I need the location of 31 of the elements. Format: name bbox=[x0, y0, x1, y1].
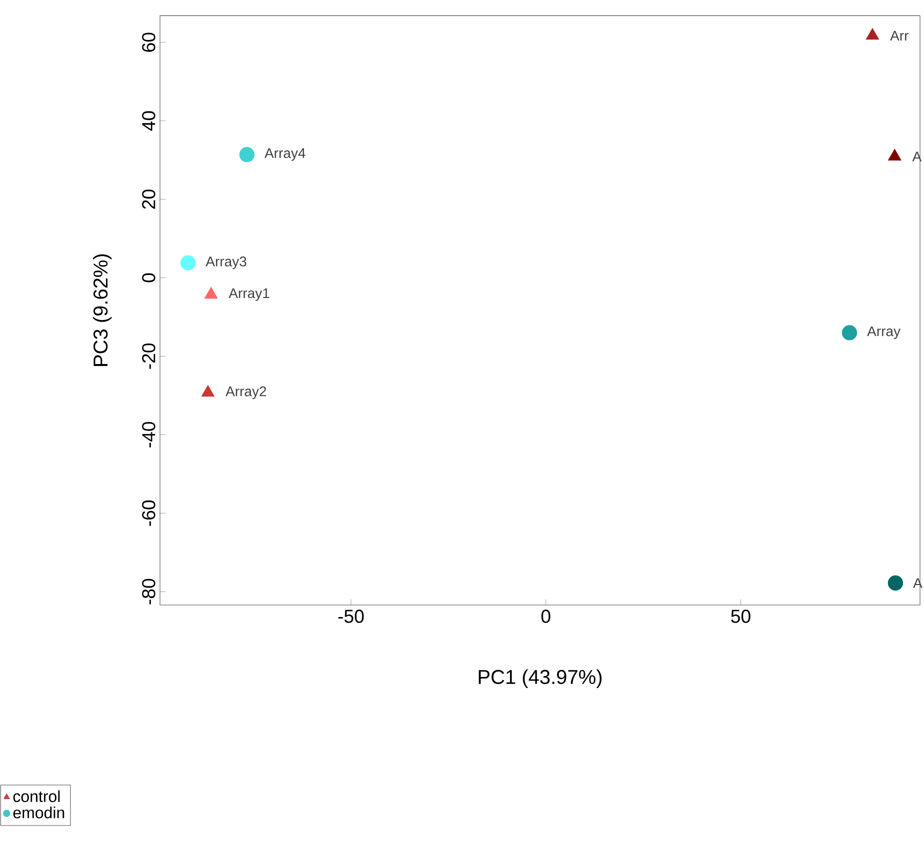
y-tick-label: 0 bbox=[142, 273, 156, 282]
annotation: A bbox=[912, 152, 922, 162]
x-axis-title: PC1 (43.97%) bbox=[478, 669, 602, 688]
annotation: A bbox=[913, 578, 922, 588]
annotation: Array1 bbox=[228, 288, 270, 301]
point bbox=[204, 287, 218, 299]
annotation: Array3 bbox=[206, 256, 246, 270]
y-axis-title: PC3 (9.62%) bbox=[92, 254, 112, 366]
y-tick-label: 40 bbox=[142, 111, 156, 131]
legend-label: control bbox=[13, 790, 60, 802]
y-tick-label: 20 bbox=[142, 190, 156, 209]
x-tick-label: -50 bbox=[338, 610, 364, 623]
point bbox=[180, 255, 196, 270]
point bbox=[888, 148, 902, 160]
x-tick-label: 0 bbox=[541, 610, 550, 623]
x-tick-label: 50 bbox=[731, 610, 750, 623]
point bbox=[239, 146, 255, 162]
point bbox=[888, 575, 904, 591]
y-tick-label: -80 bbox=[142, 578, 156, 604]
legend-label: emodin bbox=[13, 806, 64, 818]
point bbox=[842, 325, 858, 340]
y-tick-label: -60 bbox=[142, 500, 156, 526]
annotation: Array4 bbox=[264, 148, 306, 161]
annotation: Arr bbox=[890, 30, 908, 40]
y-tick-label: 60 bbox=[142, 32, 156, 52]
annotation: Array bbox=[867, 326, 900, 339]
point bbox=[866, 28, 880, 40]
annotation: Array2 bbox=[226, 386, 266, 400]
point bbox=[201, 385, 215, 397]
y-tick-label: -40 bbox=[142, 422, 156, 448]
y-tick-label: -20 bbox=[142, 343, 156, 369]
